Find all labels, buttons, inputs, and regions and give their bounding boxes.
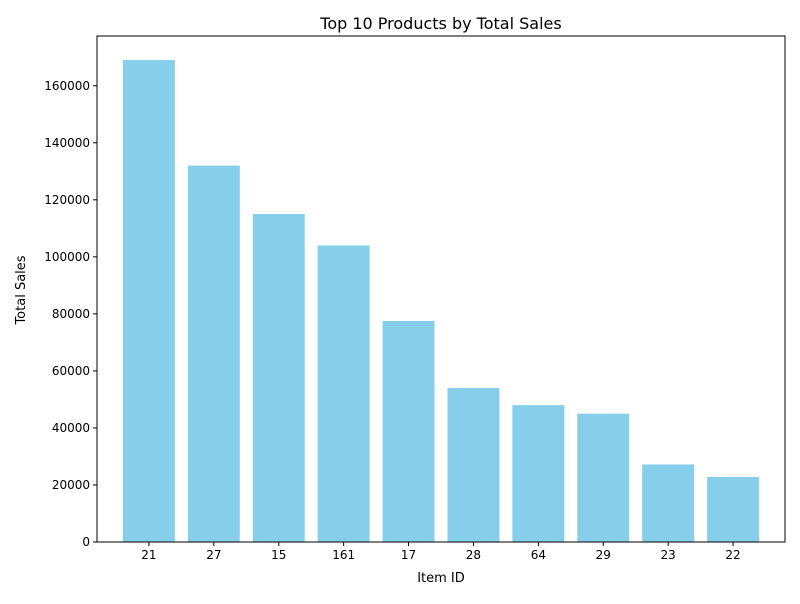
y-tick-label: 60000	[52, 364, 90, 378]
y-tick-label: 140000	[44, 136, 90, 150]
y-tick-label: 160000	[44, 79, 90, 93]
x-axis-label: Item ID	[417, 571, 465, 586]
x-tick-label: 28	[466, 548, 481, 562]
axes-frame	[96, 35, 786, 543]
x-tick-label: 17	[401, 548, 416, 562]
bar-item-29	[577, 413, 630, 542]
bar-item-161	[317, 245, 370, 542]
x-tick-label: 23	[661, 548, 676, 562]
y-tick-label: 80000	[52, 307, 90, 321]
bar-item-22	[707, 476, 760, 542]
y-tick-label: 100000	[44, 250, 90, 264]
bars-layer	[122, 60, 760, 542]
x-axis-ticks: 21 27 15 161 17 28 64 29 23 22	[141, 542, 741, 562]
x-tick-label: 22	[725, 548, 740, 562]
bar-item-15	[252, 214, 305, 542]
y-axis-label: Total Sales	[14, 255, 29, 325]
bar-item-28	[447, 388, 500, 542]
bar-item-17	[382, 321, 435, 542]
bar-item-21	[122, 60, 175, 542]
chart-title: Top 10 Products by Total Sales	[319, 14, 561, 33]
x-tick-label: 64	[531, 548, 546, 562]
bar-item-64	[512, 405, 565, 542]
bar-item-27	[187, 165, 240, 542]
x-tick-label: 21	[141, 548, 156, 562]
bar-item-23	[642, 464, 695, 542]
y-axis-ticks: 0 20000 40000 60000 80000 100000 120000 140000 1…	[44, 79, 97, 549]
y-tick-label: 0	[82, 535, 90, 549]
y-tick-label: 20000	[52, 478, 90, 492]
y-tick-label: 40000	[52, 421, 90, 435]
x-tick-label: 29	[596, 548, 611, 562]
x-tick-label: 161	[332, 548, 355, 562]
x-tick-label: 27	[206, 548, 221, 562]
y-tick-label: 120000	[44, 193, 90, 207]
x-tick-label: 15	[271, 548, 286, 562]
